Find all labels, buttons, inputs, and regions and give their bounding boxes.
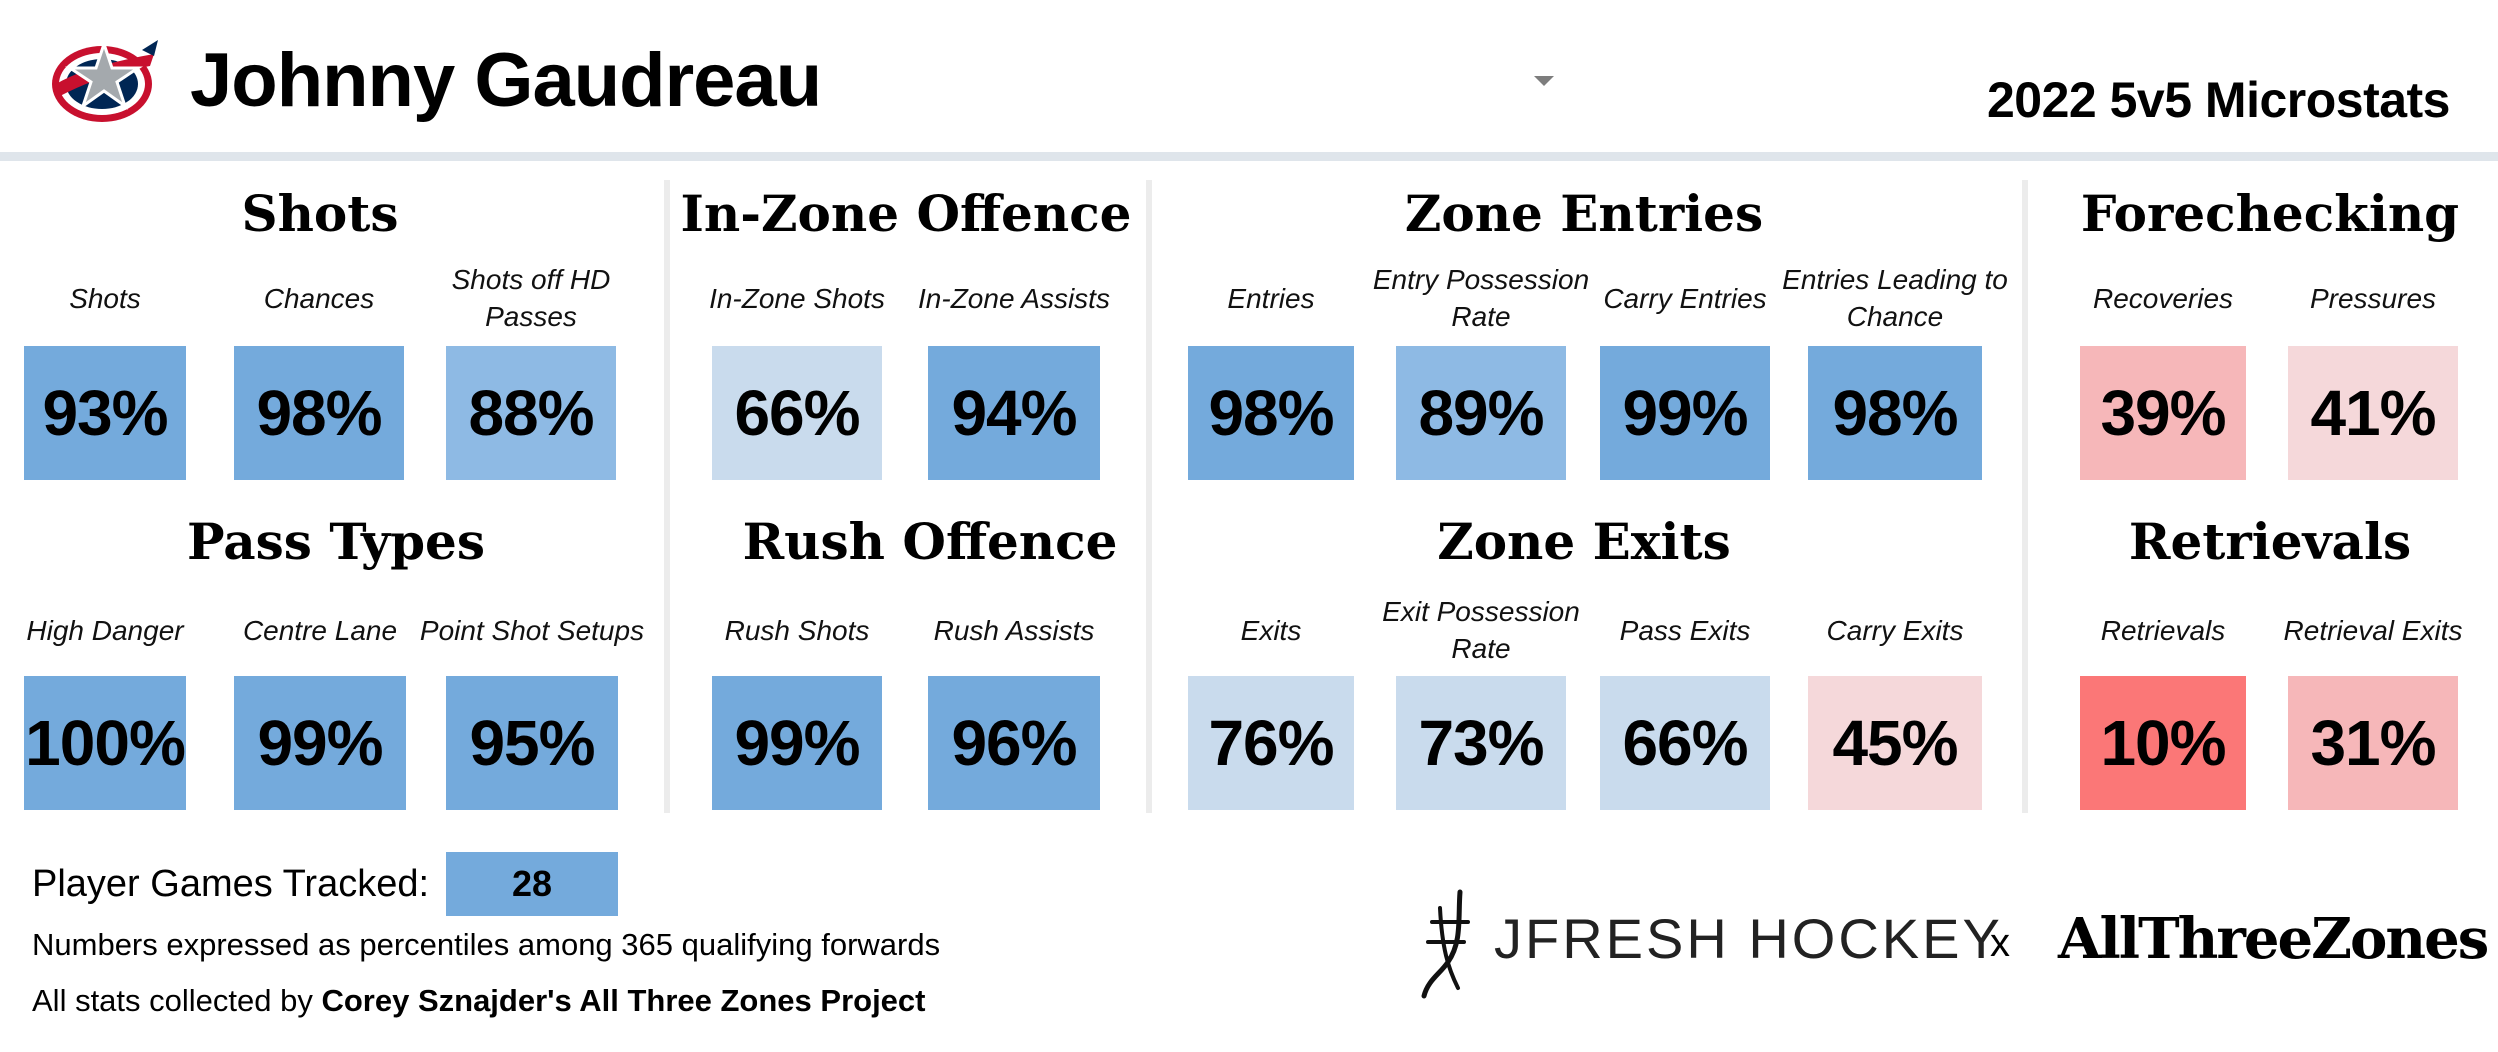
section-title: Forechecking — [2080, 184, 2460, 243]
metric-label: Shots off HD Passes — [451, 264, 611, 332]
section-title: In-Zone Offence — [680, 184, 1132, 243]
metric-label: Entries Leading to Chance — [1782, 264, 2008, 332]
column-divider — [664, 180, 670, 813]
metric-percentile-tile: 95% — [446, 676, 618, 810]
metric-label: Exits — [1240, 614, 1302, 646]
section-title: Shots — [241, 184, 399, 243]
brand-allthreezones: AllThreeZones — [2058, 906, 2489, 972]
header: Johnny Gaudreau 2022 5v5 Microstats — [0, 0, 2498, 152]
credit-line: All stats collected by Corey Sznajder's … — [32, 982, 925, 1020]
metric-label: Chances — [263, 282, 375, 314]
metric-label: Entry Possession Rate — [1372, 264, 1590, 332]
metric-label: In-Zone Shots — [709, 282, 885, 314]
metric-label: Entries — [1227, 282, 1315, 314]
credit-prefix: All stats collected by — [32, 983, 322, 1018]
metric-percentile-tile: 96% — [928, 676, 1100, 810]
metric-percentile-tile: 31% — [2288, 676, 2458, 810]
metric-percentile-tile: 94% — [928, 346, 1100, 480]
games-tracked-value: 28 — [446, 852, 618, 916]
credit-name: Corey Sznajder's All Three Zones Project — [321, 983, 926, 1018]
section-title: Zone Exits — [1437, 512, 1731, 571]
metric-label: Retrievals — [2100, 614, 2226, 646]
metric-label: Carry Entries — [1603, 282, 1767, 314]
metric-percentile-tile: 89% — [1396, 346, 1566, 480]
metric-percentile-tile: 99% — [712, 676, 882, 810]
metric-percentile-tile: 99% — [1600, 346, 1770, 480]
metric-label: Rush Assists — [933, 614, 1095, 646]
metric-label: Exit Possession Rate — [1382, 596, 1580, 664]
metric-label: In-Zone Assists — [918, 282, 1110, 314]
metric-label: Rush Shots — [724, 614, 870, 646]
metric-percentile-tile: 98% — [234, 346, 404, 480]
metric-label: Point Shot Setups — [419, 614, 645, 646]
metric-percentile-tile: 10% — [2080, 676, 2246, 810]
column-divider — [2022, 180, 2028, 813]
jfresh-logo-icon — [1421, 889, 1470, 999]
metric-percentile-tile: 93% — [24, 346, 186, 480]
brand-jfresh: JFRESH HOCKEY — [1494, 907, 2003, 970]
metric-label: Pressures — [2309, 282, 2437, 314]
metric-percentile-tile: 76% — [1188, 676, 1354, 810]
metric-label: Recoveries — [2092, 282, 2234, 314]
games-tracked-label: Player Games Tracked: — [32, 863, 430, 905]
metric-label: Centre Lane — [242, 614, 398, 646]
metric-percentile-tile: 73% — [1396, 676, 1566, 810]
header-divider — [0, 152, 2498, 161]
percentile-note: Numbers expressed as percentiles among 3… — [32, 927, 941, 962]
metric-percentile-tile: 98% — [1808, 346, 1982, 480]
column-divider — [1146, 180, 1152, 813]
metric-label: Retrieval Exits — [2283, 614, 2463, 646]
metric-label: High Danger — [26, 614, 184, 646]
section-title: Pass Types — [186, 512, 486, 571]
metric-percentile-tile: 100% — [24, 676, 186, 810]
metric-percentile-tile: 45% — [1808, 676, 1982, 810]
section-title: Zone Entries — [1404, 184, 1764, 243]
metric-label: Shots — [69, 282, 141, 314]
metric-label: Pass Exits — [1619, 614, 1751, 646]
blue-jackets-logo-icon — [52, 39, 158, 122]
metric-percentile-tile: 66% — [712, 346, 882, 480]
section-title: Retrievals — [2128, 512, 2412, 571]
season-title: 2022 5v5 Microstats — [1986, 72, 2451, 128]
metric-percentile-tile: 99% — [234, 676, 406, 810]
player-name: Johnny Gaudreau — [190, 38, 822, 123]
metric-percentile-tile: 39% — [2080, 346, 2246, 480]
metric-percentile-tile: 66% — [1600, 676, 1770, 810]
section-title: Rush Offence — [742, 512, 1118, 571]
metric-percentile-tile: 88% — [446, 346, 616, 480]
metric-percentile-tile: 41% — [2288, 346, 2458, 480]
metric-percentile-tile: 98% — [1188, 346, 1354, 480]
metric-label: Carry Exits — [1826, 614, 1964, 646]
brand-separator: x — [1990, 921, 2010, 965]
chevron-down-icon[interactable] — [1534, 76, 1554, 86]
